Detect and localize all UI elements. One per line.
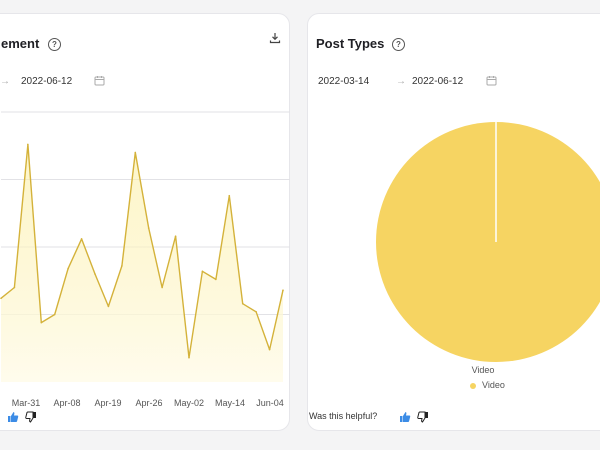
- engagement-card: ement ? → 2022-06-12 Mar-31 Apr-08 Apr-19 A…: [0, 13, 290, 431]
- thumbs-up-icon[interactable]: [399, 411, 411, 423]
- date-end[interactable]: 2022-06-12: [412, 76, 464, 87]
- x-tick-label: Apr-19: [94, 398, 122, 408]
- data-point: [255, 311, 257, 313]
- legend-label: Video: [482, 380, 505, 390]
- date-start[interactable]: 2022-03-14: [318, 76, 370, 87]
- card-title: Post Types: [316, 36, 385, 51]
- pie-slice-label: Video: [471, 365, 495, 375]
- pie-slice-video: [376, 122, 600, 362]
- thumbs-down-icon[interactable]: [25, 411, 37, 423]
- question-circle-icon[interactable]: ?: [48, 38, 61, 51]
- x-tick-label: Apr-08: [53, 398, 81, 408]
- date-range-arrow-icon: →: [396, 76, 406, 87]
- data-point: [107, 305, 110, 308]
- data-point: [121, 265, 123, 267]
- data-point: [215, 278, 217, 281]
- series-line: [0, 143, 284, 359]
- data-point: [94, 273, 96, 275]
- data-point: [188, 356, 190, 359]
- x-tick-label: Jun-04: [256, 398, 284, 408]
- data-point: [241, 302, 244, 305]
- data-point: [67, 267, 69, 270]
- series-area: [1, 144, 283, 382]
- x-tick-label: Mar-31: [11, 398, 41, 408]
- thumbs-up-icon[interactable]: [7, 411, 19, 423]
- x-tick-label: May-14: [214, 398, 246, 408]
- date-end[interactable]: 2022-06-12: [21, 76, 73, 87]
- data-point: [27, 143, 29, 146]
- post-types-pie-chart: [376, 122, 600, 362]
- post-types-card: Post Types ? 2022-03-14 → 2022-06-12 Vid…: [307, 13, 600, 431]
- question-circle-icon[interactable]: ?: [392, 38, 405, 51]
- data-point: [0, 297, 2, 300]
- data-point: [40, 321, 43, 324]
- data-point: [80, 238, 83, 240]
- data-point: [53, 313, 56, 316]
- x-tick-label: May-02: [173, 398, 205, 408]
- data-point: [161, 286, 163, 289]
- thumbs-down-icon[interactable]: [417, 411, 429, 423]
- data-point: [228, 194, 231, 197]
- data-point: [134, 151, 137, 154]
- calendar-icon[interactable]: [94, 75, 105, 86]
- x-tick-label: Apr-26: [135, 398, 163, 408]
- legend-dot: [470, 382, 476, 389]
- data-point: [268, 348, 271, 351]
- calendar-icon[interactable]: [486, 75, 497, 86]
- legend-item-video[interactable]: Video: [470, 380, 505, 390]
- data-point: [201, 270, 204, 273]
- helpful-prompt: Was this helpful?: [309, 411, 378, 421]
- date-range-arrow-icon: →: [0, 76, 10, 87]
- download-icon[interactable]: [269, 32, 281, 44]
- card-title: ement: [1, 36, 40, 51]
- data-point: [174, 235, 177, 237]
- data-point: [147, 227, 150, 229]
- engagement-line-chart: [0, 111, 290, 382]
- data-point: [13, 286, 16, 289]
- data-point: [282, 289, 284, 292]
